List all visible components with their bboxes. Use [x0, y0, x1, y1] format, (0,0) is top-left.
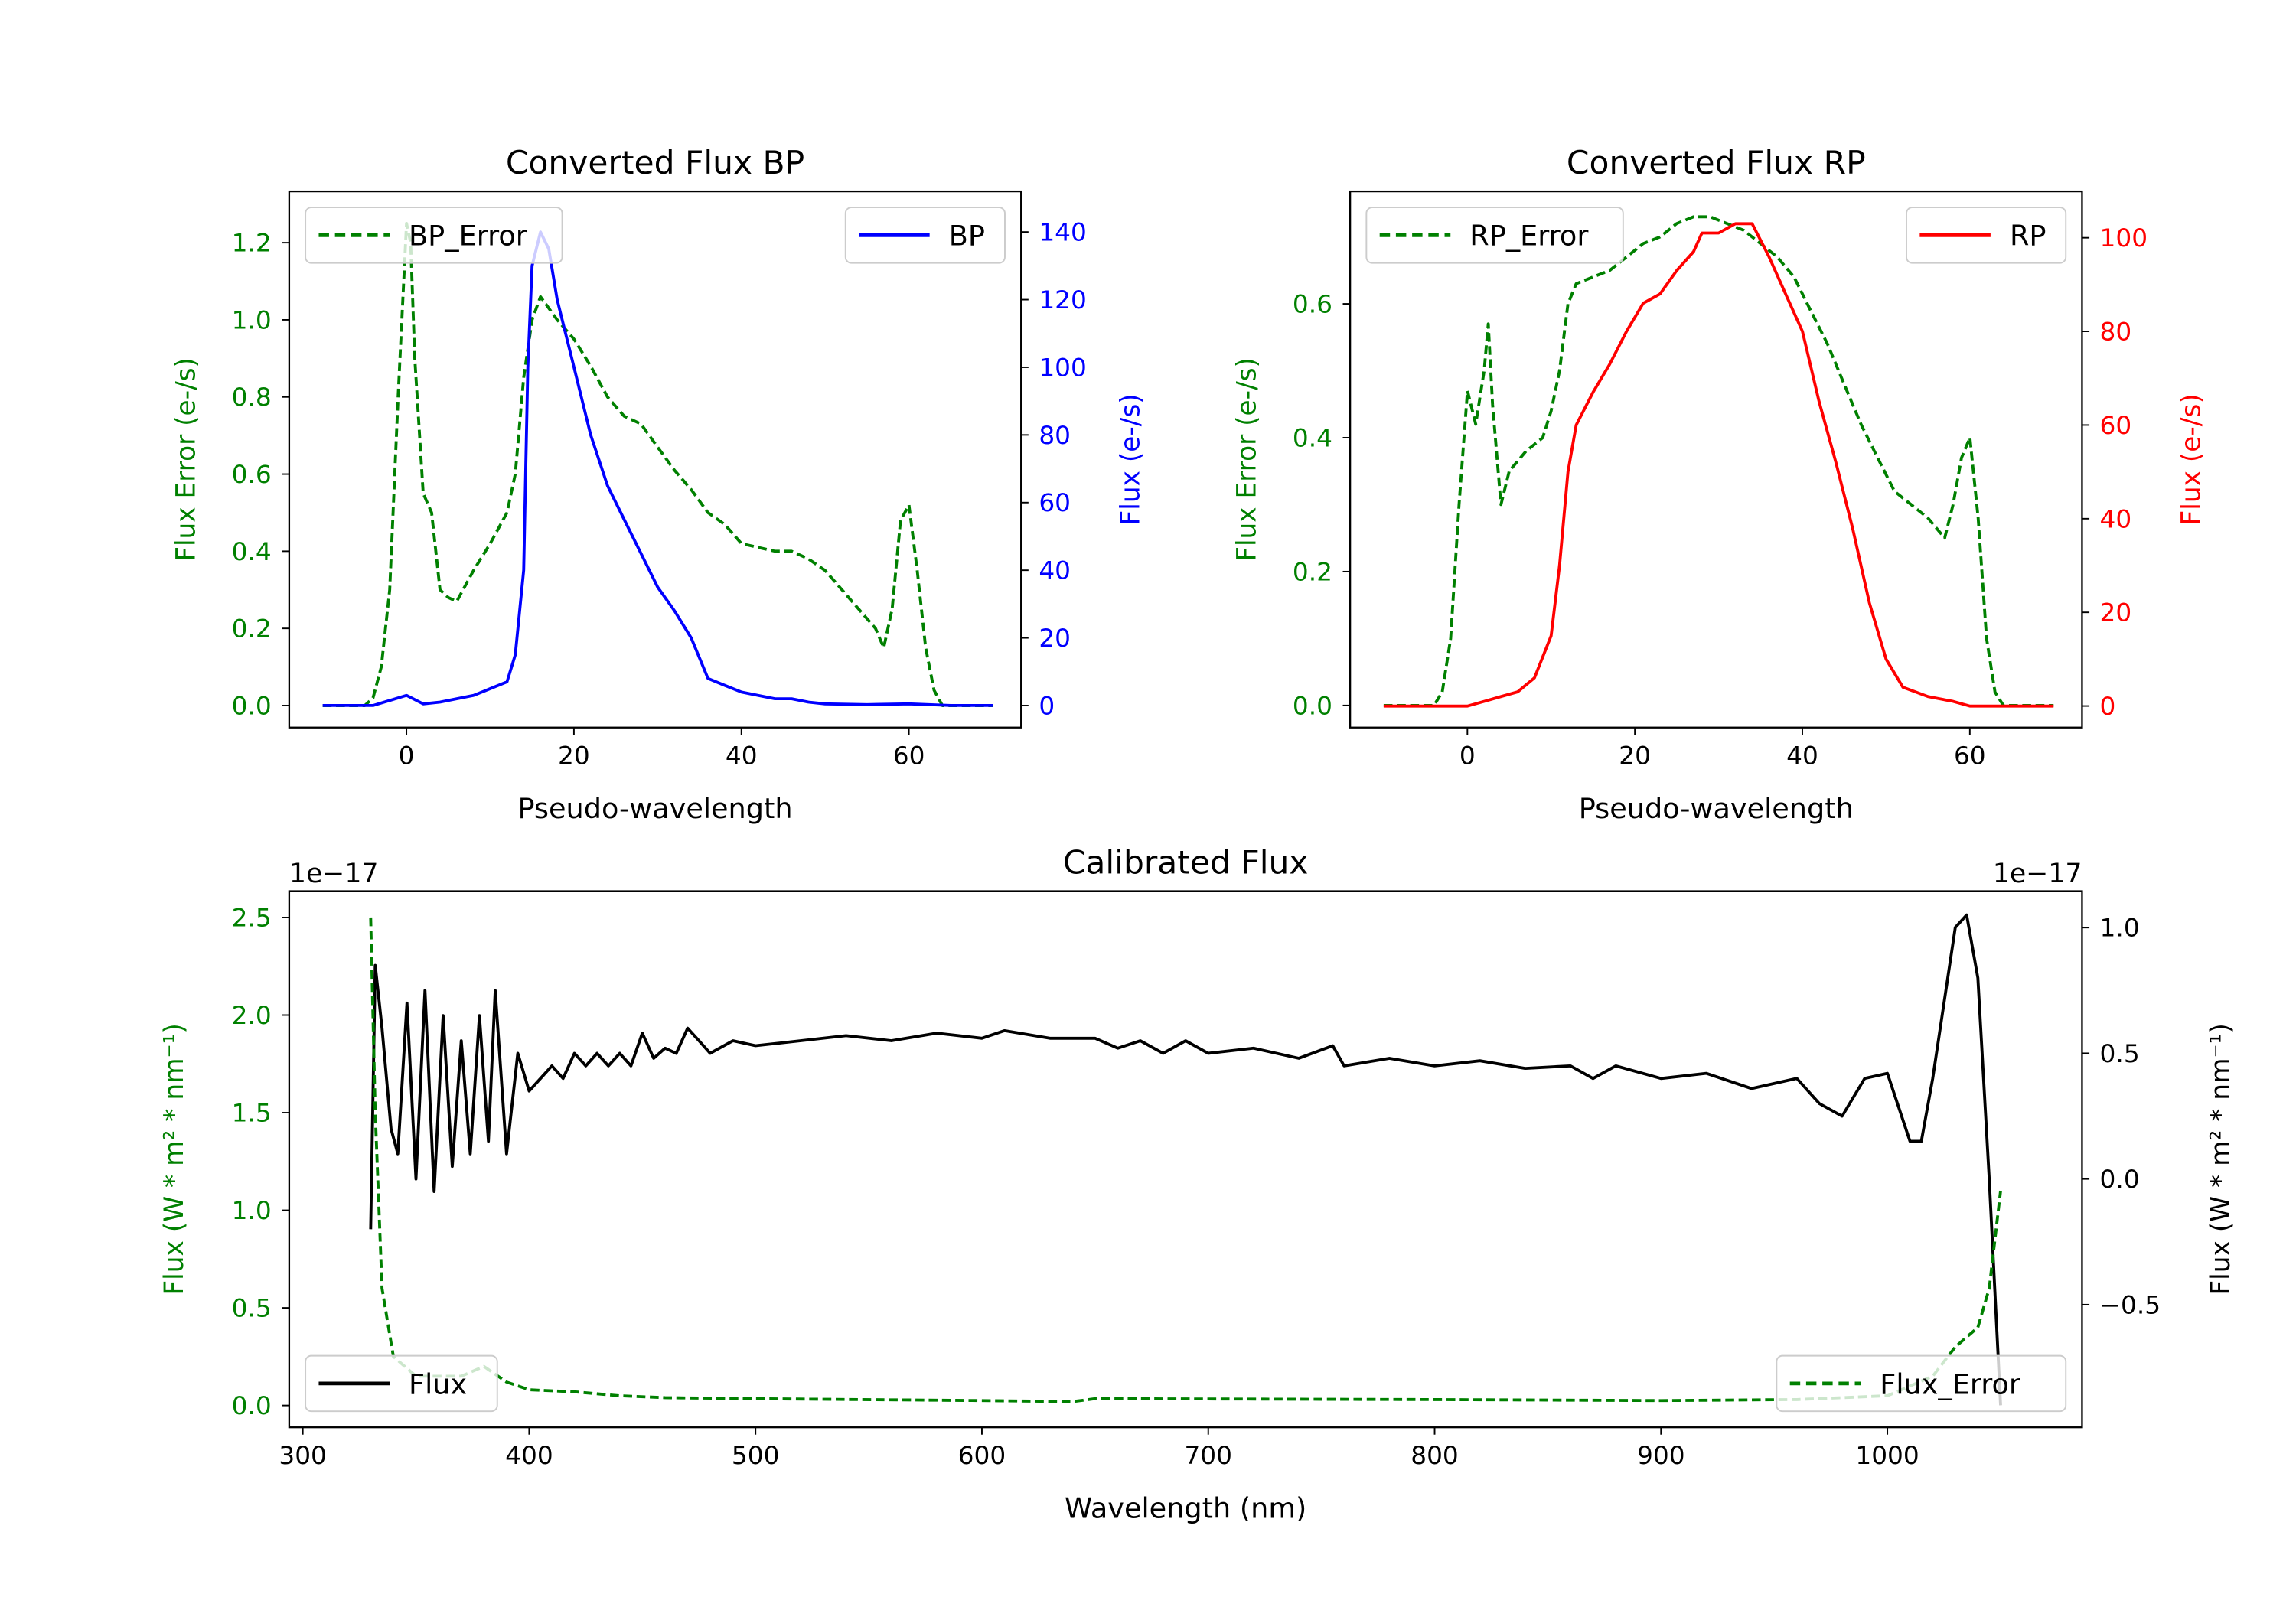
series-line-flux-error	[369, 917, 2002, 1403]
y-right-tick-label: 120	[1039, 285, 1087, 315]
legend-rp: RP	[1906, 207, 2067, 264]
x-tick-label: 500	[732, 1441, 780, 1470]
y-left-tick-label: 0.8	[232, 383, 272, 412]
chart-title: Converted Flux BP	[506, 144, 804, 181]
legend-bp-error: BP_Error	[305, 207, 563, 264]
x-tick-label: 400	[505, 1441, 553, 1470]
y-left-tick-label: 0.2	[232, 614, 272, 644]
y-left-axis-label: Flux Error (e-/s)	[1232, 357, 1263, 562]
y-left-tick-label: 0.2	[1293, 558, 1332, 587]
legend-label: RP	[2010, 220, 2047, 253]
legend-label: BP	[949, 220, 985, 253]
y-left-tick-label: 0.0	[1293, 691, 1332, 720]
legend-flux: Flux	[305, 1354, 498, 1413]
legend-bp: BP	[844, 207, 1006, 264]
y-left-axis-label: Flux Error (e-/s)	[171, 357, 201, 562]
legend-label: RP_Error	[1469, 220, 1588, 253]
y-right-tick-label: 100	[1039, 354, 1087, 383]
y-right-tick-label: 100	[2100, 223, 2148, 253]
axes-frame	[288, 190, 1022, 729]
y-right-tick-label: 40	[2100, 504, 2132, 533]
x-axis-label: Pseudo-wavelength	[517, 792, 792, 825]
y-left-tick-label: 0.0	[232, 1391, 272, 1420]
series-line-rp-error	[1383, 215, 2054, 707]
y-left-tick-label: 1.0	[232, 1196, 272, 1225]
y-right-tick-label: −0.5	[2100, 1290, 2161, 1319]
x-tick-label: 900	[1637, 1441, 1685, 1470]
y-left-tick-label: 1.0	[232, 306, 272, 335]
y-left-tick-label: 2.0	[232, 1001, 272, 1030]
y-left-tick-label: 0.6	[1293, 290, 1332, 319]
y-left-tick-label: 0.0	[232, 692, 272, 721]
series-line-bp	[322, 230, 993, 707]
y-right-tick-label: 80	[2100, 318, 2132, 347]
y-left-tick-label: 0.4	[232, 537, 272, 566]
y-right-tick-label: 80	[1039, 421, 1071, 450]
x-axis-label: Pseudo-wavelength	[1579, 792, 1854, 825]
x-tick-label: 0	[399, 742, 415, 771]
legend-box	[1365, 207, 1624, 264]
y-right-tick-label: 0.0	[2100, 1165, 2140, 1194]
x-tick-label: 0	[1459, 742, 1476, 771]
y-right-tick-label: 60	[1039, 488, 1071, 517]
x-tick-label: 20	[558, 742, 590, 771]
y-right-tick-label: 0	[1039, 692, 1055, 721]
x-tick-label: 600	[958, 1441, 1006, 1470]
x-axis-label: Wavelength (nm)	[1065, 1492, 1306, 1525]
legend-label: BP_Error	[409, 220, 527, 253]
y-right-tick-label: 40	[1039, 556, 1071, 585]
y-right-axis-label: Flux (e-/s)	[2177, 393, 2207, 525]
y-left-axis-label: Flux (W * m² * nm⁻¹)	[159, 1023, 190, 1295]
x-tick-label: 40	[726, 742, 758, 771]
x-tick-label: 300	[279, 1441, 327, 1470]
legend-box	[305, 207, 563, 264]
x-tick-label: 1000	[1855, 1441, 1919, 1470]
legend-box	[305, 1354, 498, 1413]
x-tick-label: 20	[1619, 742, 1651, 771]
chart-title: Calibrated Flux	[1063, 844, 1309, 882]
y-left-tick-label: 0.6	[232, 460, 272, 489]
x-tick-label: 700	[1184, 1441, 1232, 1470]
axes-frame	[288, 890, 2083, 1429]
y-right-tick-label: 20	[2100, 598, 2132, 627]
y-right-axis-label: Flux (e-/s)	[1115, 393, 1146, 525]
subplot-0: 0 20 40 60 0.0 0.2 0.4 0.6 0.8 1.0 1.2 0 20 40 60 80 100…	[171, 144, 1146, 825]
y-left-tick-label: 2.5	[232, 904, 272, 933]
series-line-rp	[1383, 222, 2054, 708]
legend-rp-error: RP_Error	[1365, 207, 1624, 264]
legend-flux-error: Flux_Error	[1776, 1354, 2067, 1413]
axes-frame	[1349, 190, 2083, 729]
y-right-tick-label: 60	[2100, 411, 2132, 440]
chart-title: Converted Flux RP	[1567, 144, 1866, 181]
y-left-offset-label: 1e−17	[289, 859, 379, 889]
y-left-tick-label: 1.5	[232, 1099, 272, 1128]
series-line-flux	[369, 913, 2002, 1406]
legend-box	[1776, 1354, 2067, 1413]
y-right-tick-label: 140	[1039, 218, 1087, 247]
series-line-bp-error	[322, 221, 993, 707]
x-tick-label: 800	[1411, 1441, 1459, 1470]
x-tick-label: 60	[893, 742, 925, 771]
y-left-tick-label: 0.5	[232, 1294, 272, 1323]
y-left-tick-label: 1.2	[232, 229, 272, 258]
y-right-tick-label: 0	[2100, 692, 2116, 721]
subplot-2: 300 400 500 600 700 800 900 1000 0.0 0.5 1.0 1.5 2.0…	[159, 844, 2236, 1525]
y-right-tick-label: 0.5	[2100, 1039, 2140, 1068]
x-tick-label: 60	[1954, 742, 1986, 771]
legend-label: Flux	[409, 1367, 467, 1400]
y-right-offset-label: 1e−17	[1993, 859, 2082, 889]
y-right-axis-label: Flux (W * m² * nm⁻¹)	[2206, 1023, 2236, 1295]
subplot-1: 0 20 40 60 0.0 0.2 0.4 0.6 0 20 40 60 80 100 Converted…	[1232, 144, 2207, 825]
legend-label: Flux_Error	[1880, 1367, 2020, 1400]
y-right-tick-label: 1.0	[2100, 914, 2140, 943]
y-left-tick-label: 0.4	[1293, 424, 1332, 453]
x-tick-label: 40	[1786, 742, 1818, 771]
y-right-tick-label: 20	[1039, 624, 1071, 653]
